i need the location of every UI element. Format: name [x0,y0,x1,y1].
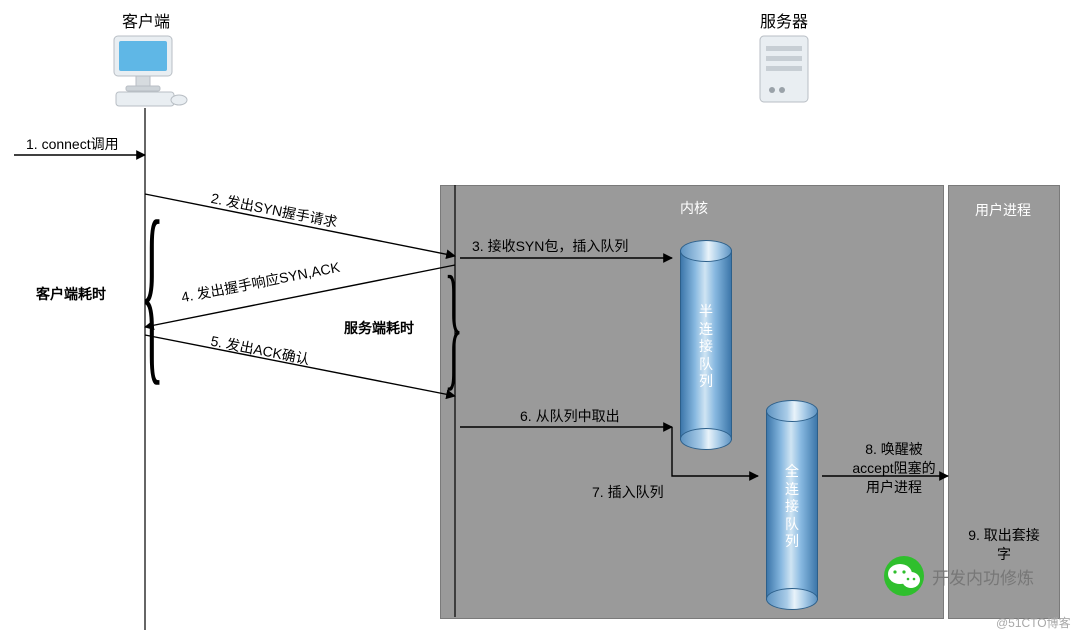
step-8-label: 8. 唤醒被accept阻塞的用户进程 [846,440,942,497]
step-6-label: 6. 从队列中取出 [520,406,620,426]
diagram-stage: 客户端 服务器 内核 用户进程 半连接队列 全连接队列 { 客户端耗时 } 服务… [0,0,1080,635]
step-1-label: 1. connect调用 [26,134,119,154]
arrows-layer [0,0,1080,635]
brand-watermark: 开发内功修炼 [932,564,1034,589]
step-3-label: 3. 接收SYN包，插入队列 [472,236,628,256]
footer-watermark: @51CTO博客 [996,614,1071,631]
step-7-label: 7. 插入队列 [592,482,664,502]
wechat-icon [884,556,924,596]
step-9-label: 9. 取出套接字 [966,526,1042,564]
